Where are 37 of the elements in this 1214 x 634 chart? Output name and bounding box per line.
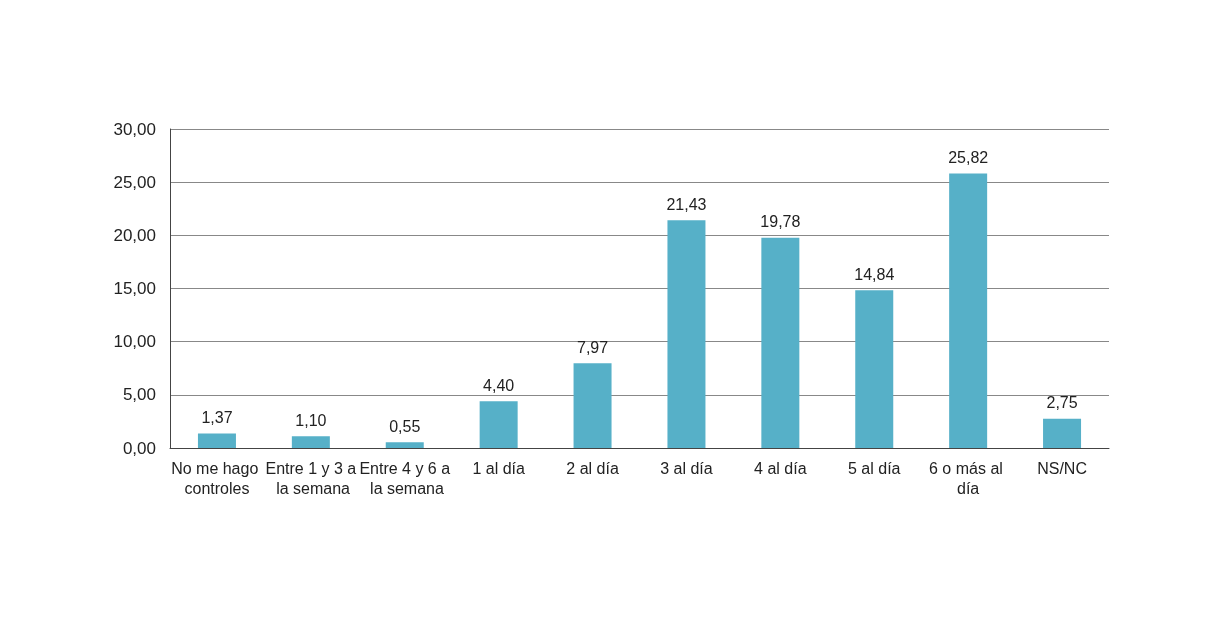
y-tick-label: 0,00 <box>122 438 156 458</box>
x-tick-label: 4 al día <box>754 459 807 477</box>
bar <box>1043 418 1082 448</box>
bar <box>667 220 706 448</box>
x-tick-label: NS/NC <box>1037 459 1087 477</box>
x-tick-label: 1 al día <box>472 459 525 477</box>
data-label: 25,82 <box>948 148 989 166</box>
bar <box>197 433 236 448</box>
x-tick-label: 6 o más al día <box>929 459 1008 497</box>
y-tick-label: 20,00 <box>113 225 156 245</box>
y-tick-label: 25,00 <box>113 172 156 192</box>
y-tick-label: 15,00 <box>113 279 156 298</box>
y-tick-label: 5,00 <box>122 385 156 405</box>
data-label: 1,37 <box>201 408 233 426</box>
data-label: 7,97 <box>576 338 609 356</box>
bar <box>949 173 988 448</box>
bar <box>573 363 612 448</box>
x-tick-label: Entre 1 y 3 a la semana <box>265 459 357 497</box>
x-tick-label: 3 al día <box>660 459 713 477</box>
data-label: 1,10 <box>295 411 327 429</box>
data-label: 0,55 <box>389 417 421 435</box>
x-tick-label: Entre 4 y 6 a la semana <box>359 459 451 497</box>
bar <box>761 237 800 448</box>
x-tick-label: 2 al día <box>566 459 619 477</box>
data-label: 2,75 <box>1046 394 1078 412</box>
y-tick-label: 10,00 <box>113 332 156 352</box>
data-label: 4,40 <box>483 376 515 394</box>
bar <box>291 436 330 448</box>
x-tick-label: 5 al día <box>848 459 901 477</box>
x-tick-label: No me hago controles <box>171 459 263 497</box>
data-label: 14,84 <box>854 265 895 283</box>
bar <box>855 290 894 448</box>
data-label: 19,78 <box>760 213 801 231</box>
data-label: 21,43 <box>666 195 707 213</box>
bar <box>385 442 424 448</box>
bar <box>479 401 518 448</box>
y-tick-label: 30,00 <box>113 119 156 139</box>
